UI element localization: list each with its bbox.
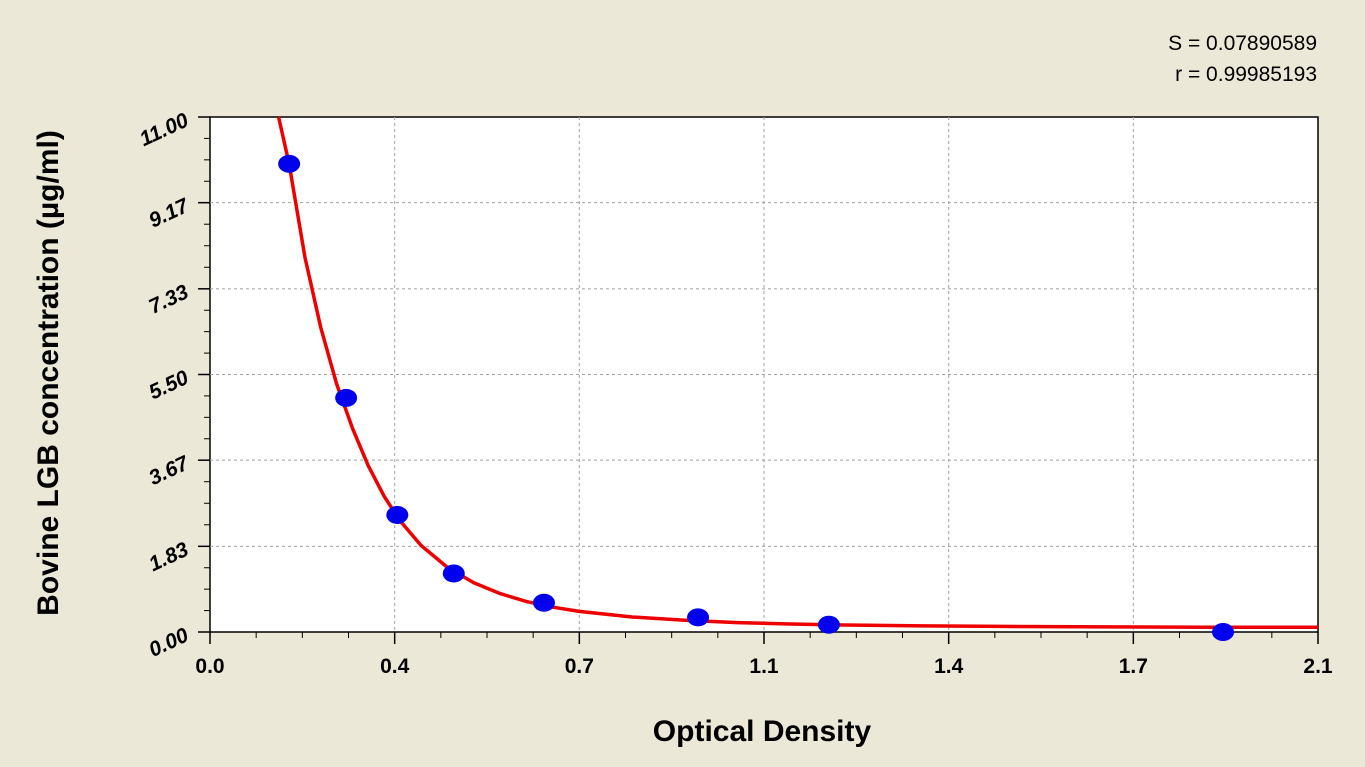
y-tick-label: 0.00 xyxy=(145,624,192,662)
data-point xyxy=(817,615,840,634)
data-point xyxy=(335,388,358,407)
minor-ticks xyxy=(204,137,1273,638)
data-point xyxy=(532,593,555,612)
y-axis-title: Bovine LGB concentration (µg/ml) xyxy=(32,130,65,616)
y-tick-label: 7.33 xyxy=(145,280,192,318)
s-value-label: S = 0.07890589 xyxy=(1168,32,1317,55)
data-points-layer xyxy=(278,154,1235,641)
x-tick-label: 0.7 xyxy=(565,655,594,678)
x-tick-label: 0.0 xyxy=(195,655,224,678)
y-tick-label: 9.17 xyxy=(145,194,193,233)
data-point xyxy=(442,564,465,583)
y-tick-label: 3.67 xyxy=(145,451,193,490)
x-axis-ticks: 0.0 0.4 0.7 1.1 1.4 1.7 2.1 xyxy=(195,632,1333,678)
data-point xyxy=(278,154,301,173)
y-tick-label: 5.50 xyxy=(145,366,192,404)
x-tick-label: 1.7 xyxy=(1119,655,1148,678)
y-axis-ticks: 0.00 1.83 3.67 5.50 7.33 9.17 11.00 xyxy=(136,109,210,662)
y-tick-label: 1.83 xyxy=(145,538,192,576)
grid-lines xyxy=(210,117,1318,632)
data-point xyxy=(687,608,710,627)
data-point xyxy=(1212,623,1235,641)
x-tick-label: 0.4 xyxy=(380,655,410,678)
fit-statistics: S = 0.07890589 r = 0.99985193 xyxy=(1168,28,1317,90)
x-tick-label: 2.1 xyxy=(1303,655,1333,678)
x-tick-label: 1.1 xyxy=(749,655,779,678)
data-point xyxy=(386,505,409,524)
r-value-label: r = 0.99985193 xyxy=(1175,63,1317,86)
y-tick-label: 11.00 xyxy=(136,109,192,152)
x-tick-label: 1.4 xyxy=(934,655,964,678)
x-axis-title: Optical Density xyxy=(653,715,872,748)
